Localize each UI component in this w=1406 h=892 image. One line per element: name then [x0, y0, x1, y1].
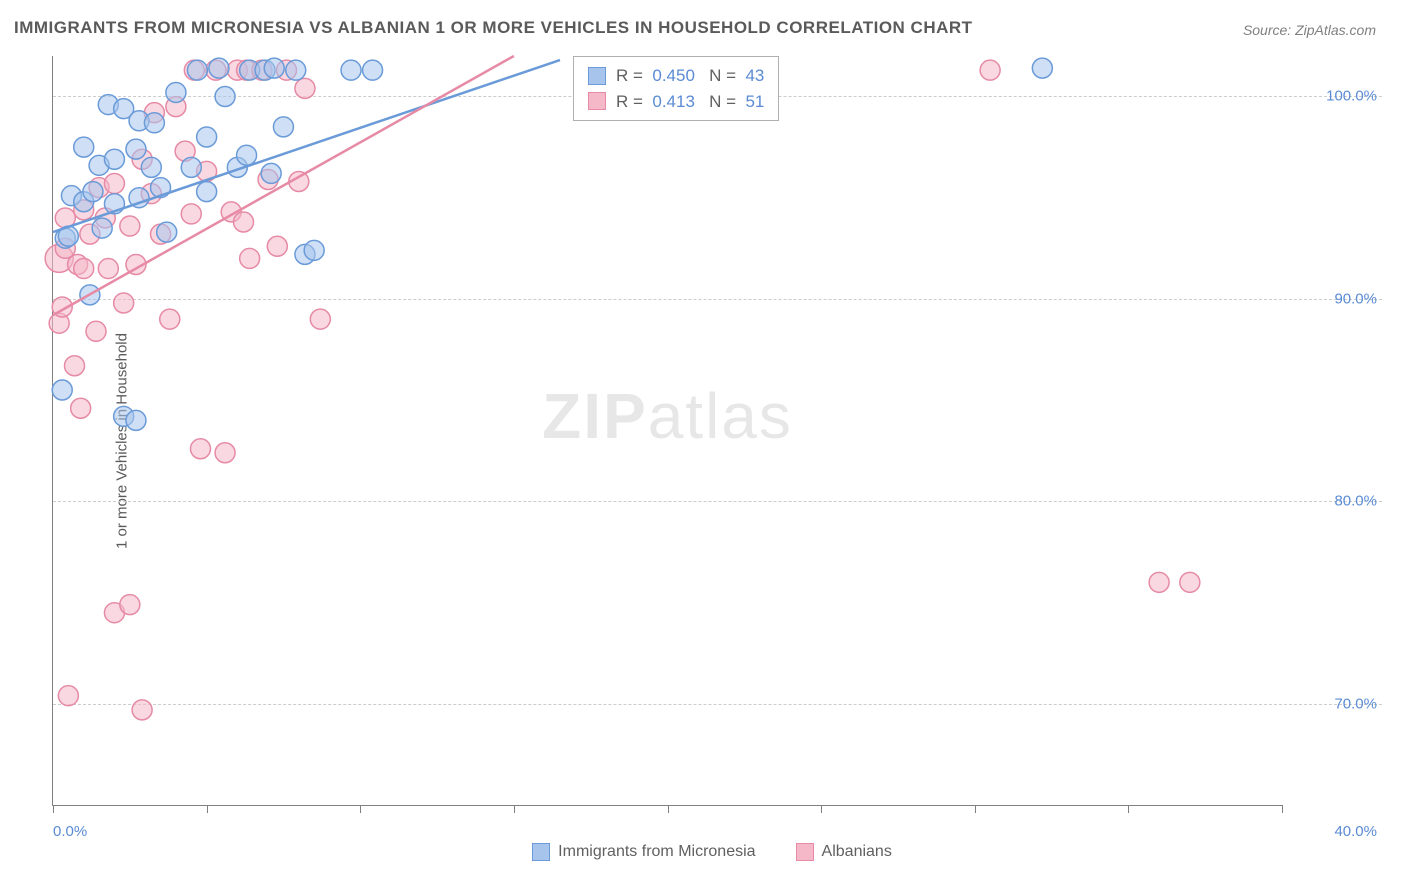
data-point: [86, 321, 106, 341]
data-point: [92, 218, 112, 238]
legend-swatch: [796, 843, 814, 861]
bottom-legend: Immigrants from Micronesia Albanians: [42, 843, 1382, 861]
data-point: [83, 182, 103, 202]
x-tick: [1282, 805, 1283, 813]
stat-row: R = 0.413 N = 51: [588, 89, 764, 115]
x-tick: [1128, 805, 1129, 813]
x-tick: [207, 805, 208, 813]
x-tick-label-max: 40.0%: [1334, 823, 1377, 840]
data-point: [237, 145, 257, 165]
data-point: [197, 127, 217, 147]
chart-title: IMMIGRANTS FROM MICRONESIA VS ALBANIAN 1…: [14, 18, 973, 38]
legend-item: Immigrants from Micronesia: [532, 843, 755, 861]
stat-text: R = 0.413 N = 51: [616, 89, 764, 115]
data-point: [120, 216, 140, 236]
y-tick-label: 90.0%: [1334, 290, 1377, 307]
data-point: [114, 293, 134, 313]
data-point: [1180, 572, 1200, 592]
data-point: [166, 82, 186, 102]
y-tick-label: 100.0%: [1326, 88, 1377, 105]
data-point: [215, 443, 235, 463]
x-tick: [821, 805, 822, 813]
data-point: [197, 182, 217, 202]
data-point: [190, 439, 210, 459]
legend-label: Albanians: [822, 843, 892, 861]
data-point: [132, 700, 152, 720]
data-point: [209, 58, 229, 78]
data-point: [286, 60, 306, 80]
data-point: [264, 58, 284, 78]
data-point: [310, 309, 330, 329]
legend-swatch: [588, 67, 606, 85]
data-point: [71, 398, 91, 418]
plot-area: ZIPatlas 100.0%90.0%80.0%70.0%0.0%40.0%R…: [52, 56, 1282, 806]
data-point: [126, 410, 146, 430]
data-point: [187, 60, 207, 80]
data-point: [267, 236, 287, 256]
data-point: [160, 309, 180, 329]
data-point: [363, 60, 383, 80]
scatter-svg: [53, 56, 1282, 805]
chart-container: 1 or more Vehicles in Household ZIPatlas…: [42, 56, 1382, 826]
x-tick: [360, 805, 361, 813]
data-point: [74, 259, 94, 279]
data-point: [1032, 58, 1052, 78]
legend-label: Immigrants from Micronesia: [558, 843, 755, 861]
y-tick-label: 80.0%: [1334, 493, 1377, 510]
x-tick: [975, 805, 976, 813]
data-point: [104, 174, 124, 194]
data-point: [98, 259, 118, 279]
stats-box: R = 0.450 N = 43R = 0.413 N = 51: [573, 56, 779, 121]
legend-swatch: [588, 92, 606, 110]
data-point: [215, 86, 235, 106]
data-point: [273, 117, 293, 137]
data-point: [295, 78, 315, 98]
data-point: [341, 60, 361, 80]
stat-row: R = 0.450 N = 43: [588, 63, 764, 89]
x-tick: [514, 805, 515, 813]
stat-text: R = 0.450 N = 43: [616, 63, 764, 89]
data-point: [1149, 572, 1169, 592]
data-point: [120, 595, 140, 615]
data-point: [74, 137, 94, 157]
y-tick-label: 70.0%: [1334, 695, 1377, 712]
data-point: [181, 157, 201, 177]
data-point: [52, 380, 72, 400]
x-tick-label-min: 0.0%: [53, 823, 87, 840]
data-point: [304, 240, 324, 260]
data-point: [65, 356, 85, 376]
data-point: [104, 149, 124, 169]
source-label: Source: ZipAtlas.com: [1243, 22, 1376, 38]
legend-item: Albanians: [796, 843, 892, 861]
data-point: [58, 686, 78, 706]
data-point: [980, 60, 1000, 80]
data-point: [181, 204, 201, 224]
data-point: [261, 163, 281, 183]
x-tick: [668, 805, 669, 813]
data-point: [144, 113, 164, 133]
data-point: [141, 157, 161, 177]
data-point: [157, 222, 177, 242]
data-point: [233, 212, 253, 232]
x-tick: [53, 805, 54, 813]
data-point: [126, 139, 146, 159]
legend-swatch: [532, 843, 550, 861]
data-point: [240, 248, 260, 268]
